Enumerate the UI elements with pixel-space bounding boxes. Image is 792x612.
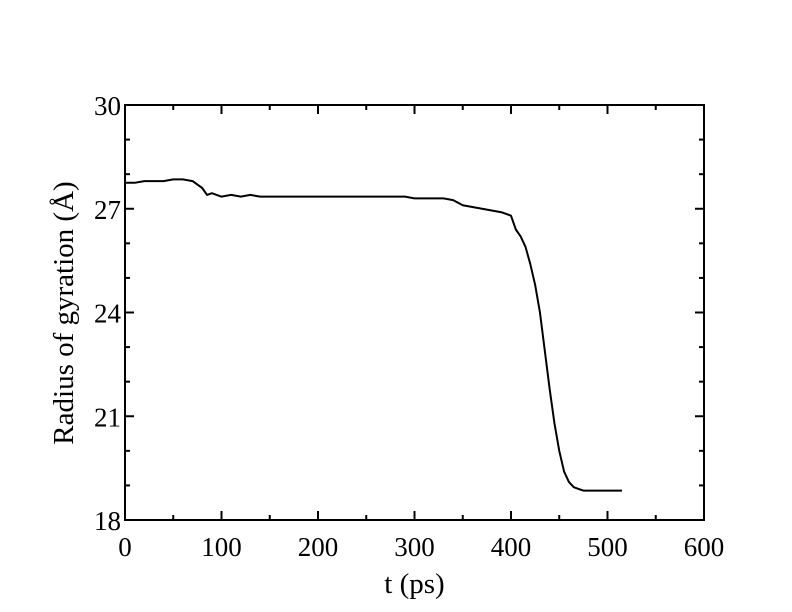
- x-tick-label: 0: [118, 532, 132, 562]
- x-tick-label: 100: [201, 532, 242, 562]
- y-tick-labels: 18 21 24 27 30: [94, 91, 122, 536]
- x-tick-label: 500: [587, 532, 628, 562]
- plot-frame: [124, 104, 705, 521]
- x-tick-label: 600: [684, 532, 725, 562]
- x-tick-label: 400: [491, 532, 532, 562]
- radius-of-gyration-line: [125, 178, 622, 492]
- y-axis-label: Radius of gyration (Å): [48, 181, 80, 444]
- x-tick-labels: 0 100 200 300 400 500 600: [118, 532, 724, 562]
- y-tick-label: 18: [94, 506, 121, 536]
- y-tick-label: 30: [94, 91, 121, 121]
- axis-ticks: [124, 104, 705, 521]
- x-axis-label: t (ps): [384, 568, 444, 600]
- y-tick-label: 24: [94, 299, 122, 329]
- y-tick-label: 27: [94, 195, 121, 225]
- x-tick-label: 300: [394, 532, 435, 562]
- y-tick-label: 21: [94, 402, 121, 432]
- x-tick-label: 200: [298, 532, 339, 562]
